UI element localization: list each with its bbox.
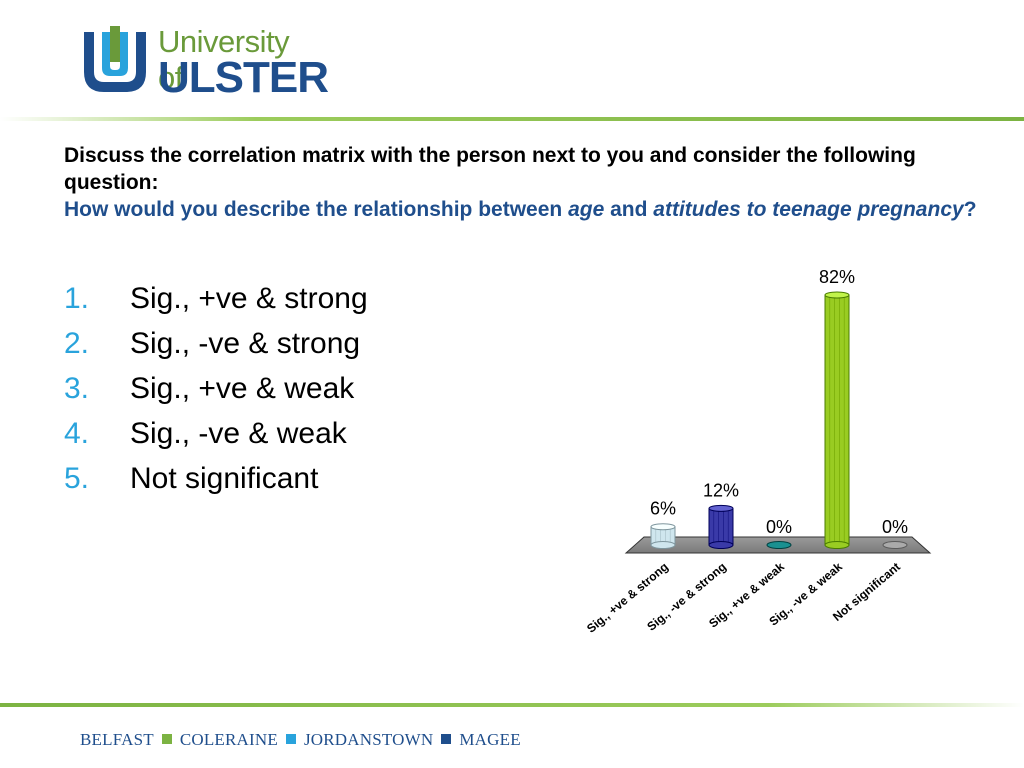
option-label: Sig., -ve & strong [130, 327, 361, 360]
campus-name: JORDANSTOWN [303, 730, 434, 749]
option-label: Sig., -ve & weak [130, 417, 347, 450]
campus-name: COLERAINE [179, 730, 278, 749]
option-label: Sig., +ve & strong [130, 282, 368, 315]
chart-bar [882, 541, 908, 549]
option-number: 2. [64, 327, 90, 360]
logo-emblem-icon [84, 26, 146, 92]
question-instruction: Discuss the correlation matrix with the … [64, 144, 916, 194]
separator-square-icon [161, 734, 172, 744]
option-number: 4. [64, 417, 90, 450]
option-number: 3. [64, 372, 90, 405]
logo-text-bottom: ULSTER [158, 53, 329, 102]
footer-divider [0, 703, 1024, 707]
separator-square-icon [285, 734, 296, 744]
chart-data-label: 0% [766, 517, 792, 537]
option-number: 5. [64, 462, 90, 495]
option-item: 2. Sig., -ve & strong [64, 321, 368, 366]
question-prompt: How would you describe the relationship … [64, 198, 977, 221]
question-text: Discuss the correlation matrix with the … [64, 142, 1004, 223]
logo-text-top: University of [158, 24, 290, 95]
chart-bar [824, 291, 850, 549]
chart-data-label: 12% [703, 480, 739, 500]
option-number: 1. [64, 282, 90, 315]
university-logo: University of ULSTER [80, 24, 329, 100]
chart-bar [708, 504, 734, 549]
chart-bar [650, 523, 676, 549]
campus-name: MAGEE [459, 730, 521, 749]
chart-data-label: 82% [819, 267, 855, 287]
option-item: 3. Sig., +ve & weak [64, 366, 368, 411]
option-label: Sig., +ve & weak [130, 372, 355, 405]
separator-square-icon [441, 734, 452, 744]
chart-bar [766, 541, 792, 549]
chart-data-label: 0% [882, 517, 908, 537]
campus-footer: BELFAST COLERAINE JORDANSTOWN MAGEE [80, 730, 521, 750]
option-item: 1. Sig., +ve & strong [64, 276, 368, 321]
campus-name: BELFAST [80, 730, 154, 749]
chart-data-label: 6% [650, 499, 676, 519]
option-label: Not significant [130, 462, 319, 495]
header-divider [0, 117, 1024, 121]
option-item: 4. Sig., -ve & weak [64, 411, 368, 456]
answer-options: 1. Sig., +ve & strong 2. Sig., -ve & stron… [64, 276, 368, 501]
option-item: 5. Not significant [64, 456, 368, 501]
